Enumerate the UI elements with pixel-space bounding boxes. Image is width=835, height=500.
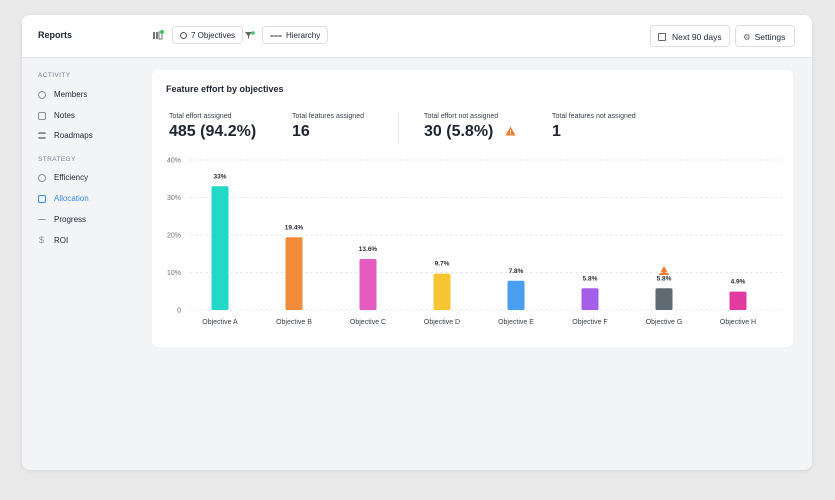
x-tick-label: Objective G xyxy=(646,319,683,326)
stat-value: 16 xyxy=(292,123,310,140)
sidebar-heading: ACTIVITY xyxy=(38,72,71,79)
y-tick-label: 30% xyxy=(167,195,181,202)
button-label: 7 Objectives xyxy=(191,31,236,40)
sidebar-item[interactable]: Notes xyxy=(54,111,75,120)
divider xyxy=(398,112,399,142)
y-tick-label: 10% xyxy=(167,270,181,277)
bar-chart: 0 10% 20% 30% 40% 33% Objective A 19.4% Objectiv… xyxy=(167,158,782,326)
value-label: 33% xyxy=(213,173,226,180)
value-label: 4.9% xyxy=(731,279,746,286)
settings-button[interactable]: ⚙ Settings xyxy=(735,25,795,47)
warning-icon xyxy=(505,126,516,136)
x-tick-label: Objective D xyxy=(424,319,460,326)
icon xyxy=(38,195,46,203)
sidebar-item[interactable]: Progress xyxy=(54,215,87,224)
stat-value: 1 xyxy=(552,123,561,140)
stat-value: 30 (5.8%) xyxy=(424,123,494,140)
button-label: Next 90 days xyxy=(672,32,722,42)
icon: $ xyxy=(39,235,45,245)
sidebar-item[interactable]: Efficiency xyxy=(54,173,89,182)
y-tick-label: 40% xyxy=(167,158,181,165)
x-tick-label: Objective H xyxy=(720,319,756,326)
hierarchy-button[interactable]: ⩶ Hierarchy xyxy=(262,26,329,44)
sidebar-heading: STRATEGY xyxy=(38,156,76,163)
icon xyxy=(38,112,46,120)
page-title: Reports xyxy=(38,30,73,40)
x-tick-label: Objective C xyxy=(350,319,386,326)
panel-title: Feature effort by objectives xyxy=(166,84,284,94)
stat-label: Total effort assigned xyxy=(169,113,232,120)
app-window: Reports 7 Objectives ⩶ Hierarchy Next 90 … xyxy=(22,15,812,470)
bar xyxy=(285,237,303,310)
bar xyxy=(655,288,673,310)
report-panel: Feature effort by objectives Total effor… xyxy=(152,70,793,347)
bar xyxy=(581,288,599,310)
sidebar-item[interactable]: Roadmaps xyxy=(54,131,93,140)
stat-value: 485 (94.2%) xyxy=(169,123,257,140)
value-label: 13.6% xyxy=(359,246,378,253)
stat-label: Total features not assigned xyxy=(552,113,636,120)
sidebar-item[interactable]: ROI xyxy=(54,236,69,245)
bar xyxy=(729,291,747,310)
button-label: Hierarchy xyxy=(285,31,321,40)
x-tick-label: Objective E xyxy=(498,319,534,326)
x-tick-label: Objective A xyxy=(202,319,238,326)
button-label: Settings xyxy=(754,32,786,42)
sidebar-item-active[interactable]: Allocation xyxy=(54,194,89,203)
y-tick-label: 20% xyxy=(167,233,181,240)
icon xyxy=(38,174,46,182)
y-tick-label: 0 xyxy=(177,308,181,315)
icon xyxy=(38,91,46,99)
x-tick-label: Objective B xyxy=(276,319,312,326)
value-label: 5.8% xyxy=(657,275,672,282)
bar xyxy=(211,186,229,310)
filter-icon[interactable] xyxy=(245,31,255,40)
value-label: 19.4% xyxy=(285,224,304,231)
icon xyxy=(38,219,46,223)
x-tick-label: Objective F xyxy=(572,319,607,326)
bar xyxy=(359,259,377,310)
value-label: 5.8% xyxy=(583,275,598,282)
bar xyxy=(507,280,525,310)
warning-icon xyxy=(659,266,669,275)
date-range-button[interactable]: Next 90 days xyxy=(650,25,730,47)
stat-label: Total features assigned xyxy=(292,113,364,120)
value-label: 7.8% xyxy=(509,268,524,275)
objectives-button[interactable]: 7 Objectives xyxy=(172,26,244,44)
sidebar-item[interactable]: Members xyxy=(54,90,88,99)
icon xyxy=(38,132,46,139)
view-icon[interactable] xyxy=(152,30,164,40)
stat-label: Total effort not assigned xyxy=(424,113,499,120)
value-label: 9.7% xyxy=(435,261,450,268)
top-bar: Reports 7 Objectives ⩶ Hierarchy Next 90 … xyxy=(22,15,812,58)
bar xyxy=(433,273,451,310)
